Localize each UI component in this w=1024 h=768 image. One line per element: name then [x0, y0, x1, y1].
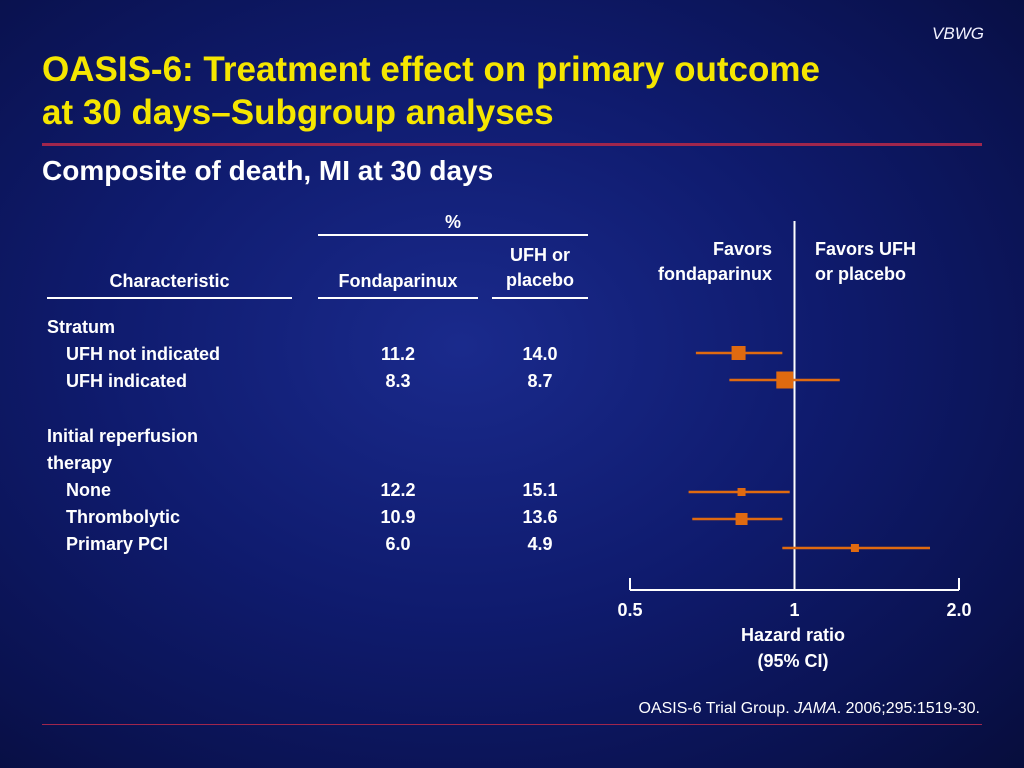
- row-label: None: [66, 480, 111, 500]
- x-tick-label: 2.0: [946, 600, 971, 620]
- row-label: UFH not indicated: [66, 344, 220, 364]
- fonda-value: 11.2: [380, 344, 416, 364]
- fonda-value: 10.9: [380, 507, 416, 527]
- group-heading-line-2: therapy: [47, 453, 113, 473]
- percent-header: %: [444, 212, 461, 232]
- title-line-1: OASIS-6: Treatment effect on primary out…: [42, 50, 820, 89]
- axis-title: Hazard ratio (95% CI): [693, 622, 893, 674]
- fonda-value: 6.0: [385, 534, 411, 554]
- hazard-ratio-marker: [735, 513, 748, 525]
- brand-mark: VBWG: [932, 24, 984, 43]
- ufh-header-line-1: UFH or: [510, 245, 570, 265]
- favors-right-line-1: Favors UFH: [815, 239, 917, 259]
- fondaparinux-header-rule: [318, 297, 478, 299]
- ufh-value: 14.0: [522, 344, 558, 364]
- ufh-header-line-2: placebo: [505, 270, 575, 290]
- favors-left-line-1: Favors: [712, 239, 772, 259]
- ufh-value: 8.7: [527, 371, 553, 391]
- favors-left-line-2: fondaparinux: [657, 264, 772, 284]
- ufh-value: 13.6: [522, 507, 558, 527]
- favors-fondaparinux-label: Favors fondaparinux: [658, 237, 772, 287]
- citation: OASIS-6 Trial Group. JAMA. 2006;295:1519…: [638, 700, 980, 718]
- ufh-header: UFH or placebo: [492, 243, 588, 293]
- title-line-2: at 30 days–Subgroup analyses: [42, 93, 554, 132]
- citation-pre: OASIS-6 Trial Group.: [638, 700, 795, 717]
- characteristic-header-rule: [47, 297, 292, 299]
- x-tick-label: 0.5: [617, 600, 642, 620]
- citation-post: . 2006;295:1519-30.: [836, 700, 980, 717]
- group-heading: Initial reperfusion: [47, 426, 199, 446]
- characteristic-header: Characteristic: [109, 271, 230, 291]
- ufh-header-rule: [492, 297, 588, 299]
- footer-divider: [42, 724, 982, 725]
- citation-journal: JAMA: [794, 700, 837, 717]
- row-label: Primary PCI: [66, 534, 169, 554]
- axis-title-line-1: Hazard ratio: [740, 625, 846, 645]
- favors-ufh-label: Favors UFH or placebo: [815, 237, 916, 287]
- x-tick-label: 1: [789, 600, 799, 620]
- row-label: Thrombolytic: [66, 507, 181, 527]
- row-label: UFH indicated: [66, 371, 188, 391]
- fondaparinux-header: Fondaparinux: [338, 271, 458, 291]
- hazard-ratio-marker: [737, 488, 746, 496]
- slide-subtitle: Composite of death, MI at 30 days: [42, 155, 494, 186]
- percent-header-rule: [318, 234, 588, 236]
- hazard-ratio-marker: [731, 346, 746, 360]
- hazard-ratio-marker: [776, 371, 794, 389]
- ufh-value: 15.1: [522, 480, 558, 500]
- favors-right-line-2: or placebo: [815, 264, 907, 284]
- fonda-value: 12.2: [380, 480, 416, 500]
- fonda-value: 8.3: [385, 371, 411, 391]
- slide-title: OASIS-6: Treatment effect on primary out…: [42, 48, 982, 134]
- title-divider: [42, 143, 982, 146]
- group-heading: Stratum: [47, 317, 116, 337]
- hazard-ratio-marker: [850, 544, 859, 552]
- axis-title-line-2: (95% CI): [757, 651, 829, 671]
- ufh-value: 4.9: [527, 534, 553, 554]
